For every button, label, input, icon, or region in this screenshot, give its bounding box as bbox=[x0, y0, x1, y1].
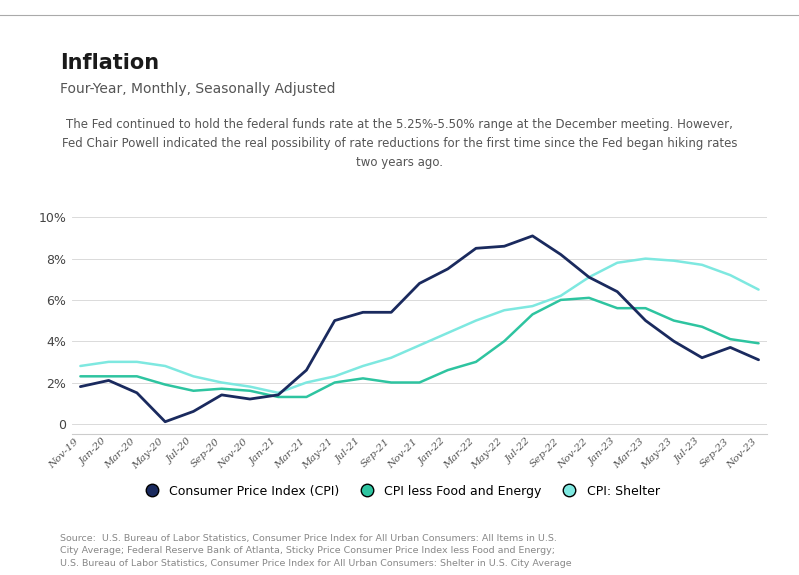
Text: Source:  U.S. Bureau of Labor Statistics, Consumer Price Index for All Urban Con: Source: U.S. Bureau of Labor Statistics,… bbox=[60, 534, 571, 568]
Text: Inflation: Inflation bbox=[60, 53, 159, 73]
Text: The Fed continued to hold the federal funds rate at the 5.25%-5.50% range at the: The Fed continued to hold the federal fu… bbox=[62, 118, 737, 169]
Legend: Consumer Price Index (CPI), CPI less Food and Energy, CPI: Shelter: Consumer Price Index (CPI), CPI less Foo… bbox=[134, 480, 665, 503]
Text: Four-Year, Monthly, Seasonally Adjusted: Four-Year, Monthly, Seasonally Adjusted bbox=[60, 82, 336, 95]
